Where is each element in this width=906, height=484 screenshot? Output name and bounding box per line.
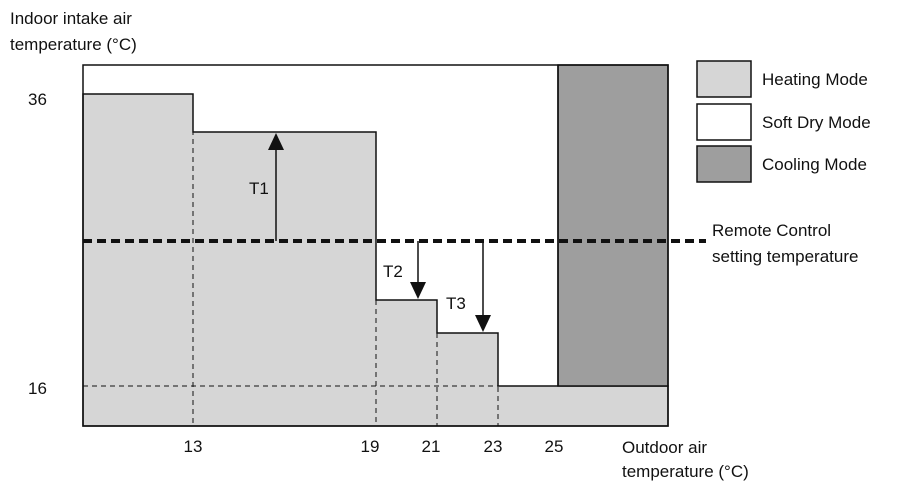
x-tick-21: 21 (422, 437, 441, 456)
legend-label-cooling: Cooling Mode (762, 155, 867, 174)
x-axis-title-line2: temperature (°C) (622, 462, 749, 481)
legend-label-soft-dry: Soft Dry Mode (762, 113, 871, 132)
cooling-region (557, 64, 669, 387)
t1-label: T1 (249, 179, 269, 198)
setting-label-line1: Remote Control (712, 221, 831, 240)
x-tick-25: 25 (545, 437, 564, 456)
legend: Heating Mode Soft Dry Mode Cooling Mode (696, 60, 871, 183)
legend-swatch-soft-dry (696, 103, 752, 141)
legend-swatch-cooling (696, 145, 752, 183)
x-tick-23: 23 (484, 437, 503, 456)
setting-label-line2: setting temperature (712, 247, 858, 266)
x-tick-13: 13 (184, 437, 203, 456)
legend-swatch-heating (696, 60, 752, 98)
t2-label: T2 (383, 262, 403, 281)
legend-label-heating: Heating Mode (762, 70, 868, 89)
y-axis-title-line2: temperature (°C) (10, 35, 137, 54)
t1-arrow-head (268, 133, 284, 150)
y-axis-title-line1: Indoor intake air (10, 9, 132, 28)
y-tick-16: 16 (28, 379, 47, 398)
t3-arrow-head (475, 315, 491, 332)
plot-frame (82, 64, 669, 427)
y-tick-36: 36 (28, 90, 47, 109)
x-tick-19: 19 (361, 437, 380, 456)
x-axis-title-line1: Outdoor air (622, 438, 707, 457)
t2-arrow-head (410, 282, 426, 299)
t3-label: T3 (446, 294, 466, 313)
